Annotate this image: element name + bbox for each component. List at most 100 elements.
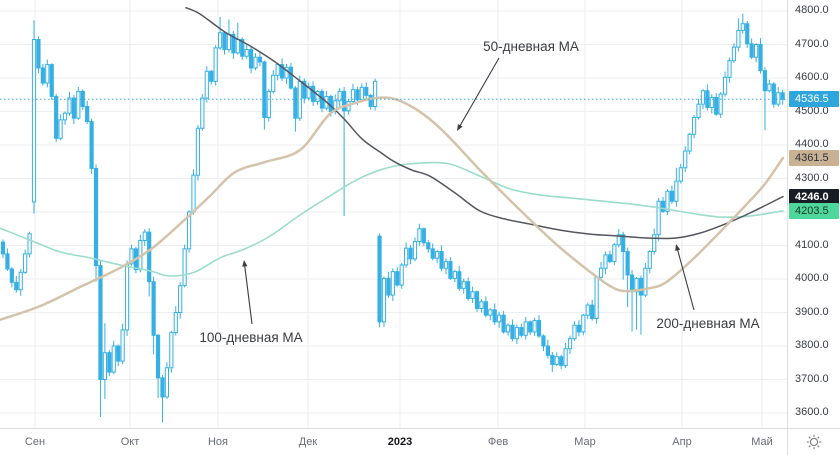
candle-body bbox=[36, 38, 41, 69]
candle-body bbox=[226, 33, 232, 51]
candle-body bbox=[629, 274, 635, 293]
candle-body bbox=[306, 85, 311, 99]
candle-body bbox=[776, 92, 781, 105]
candle-body bbox=[302, 80, 307, 99]
annotation-arrowhead bbox=[457, 124, 463, 131]
candle-body bbox=[567, 338, 573, 350]
candle-body bbox=[18, 271, 23, 291]
candle-body bbox=[421, 228, 426, 244]
candle-body bbox=[647, 251, 652, 269]
candle-body bbox=[377, 235, 382, 323]
candle-body bbox=[643, 267, 648, 296]
candle-body bbox=[80, 90, 85, 107]
candle-body bbox=[5, 253, 10, 270]
price-chart-canvas[interactable]: 50-дневная MA 100-дневная MA 200-дневная… bbox=[0, 0, 787, 428]
candle-body bbox=[173, 312, 178, 334]
candle-body bbox=[342, 90, 347, 112]
annotation-arrowhead bbox=[242, 260, 248, 267]
candle-body bbox=[408, 247, 413, 260]
candle-body bbox=[381, 277, 387, 323]
candle-body bbox=[390, 271, 395, 296]
candle-body bbox=[727, 60, 732, 78]
candle-body bbox=[426, 242, 431, 250]
price-tick-label: 4500.0 bbox=[795, 104, 829, 117]
candle-body bbox=[67, 97, 72, 114]
candle-body bbox=[714, 96, 719, 115]
ma-line-ma50 bbox=[0, 96, 785, 322]
candle-body bbox=[762, 70, 768, 92]
candle-body bbox=[466, 281, 471, 299]
candle-body bbox=[722, 76, 728, 95]
candle-body bbox=[248, 49, 254, 69]
candle-body bbox=[439, 251, 444, 269]
candle-body bbox=[155, 334, 161, 379]
candle-body bbox=[169, 332, 174, 369]
price-tick-label: 4000.0 bbox=[795, 272, 829, 284]
candle-body bbox=[479, 301, 484, 309]
candle-body bbox=[519, 327, 524, 336]
candle-body bbox=[532, 320, 537, 333]
ma100-price-tag: 4203.5 bbox=[789, 202, 839, 219]
candle-body bbox=[497, 314, 502, 323]
candle-body bbox=[771, 83, 776, 105]
candle-body bbox=[563, 348, 568, 366]
candle-body bbox=[151, 281, 156, 336]
price-tick-label: 4300.0 bbox=[795, 171, 829, 184]
candle-body bbox=[536, 320, 542, 337]
time-axis-month-label: Апр bbox=[672, 436, 692, 448]
candle-body bbox=[311, 85, 316, 102]
candle-body bbox=[528, 321, 533, 333]
candle-body bbox=[288, 66, 294, 89]
candle-body bbox=[195, 127, 201, 176]
candle-body bbox=[45, 64, 50, 84]
chart-area[interactable]: 50-дневная MA 100-дневная MA 200-дневная… bbox=[0, 0, 787, 428]
candle-body bbox=[683, 150, 688, 169]
candle-body bbox=[505, 324, 511, 333]
candle-body bbox=[368, 94, 373, 107]
price-tick-label: 4400.0 bbox=[795, 138, 829, 150]
candle-body bbox=[510, 324, 515, 340]
candle-body bbox=[271, 74, 276, 92]
candle-body bbox=[754, 44, 759, 58]
candle-body bbox=[758, 44, 763, 72]
candle-body bbox=[412, 240, 418, 260]
candle-body bbox=[652, 234, 657, 253]
price-axis[interactable]: 4536.5 4361.5 4246.0 4203.5 4800.0 4700.0… bbox=[787, 0, 840, 428]
candle-body bbox=[696, 103, 701, 119]
candle-body bbox=[182, 248, 187, 287]
candle-body bbox=[687, 133, 692, 152]
gear-icon[interactable] bbox=[806, 434, 822, 450]
ma200-price-tag: 4246.0 bbox=[789, 188, 839, 205]
candle-body bbox=[404, 247, 409, 266]
candle-body bbox=[0, 241, 6, 255]
candle-body bbox=[559, 356, 564, 366]
ma-line-ma100 bbox=[0, 161, 784, 277]
candle-body bbox=[483, 301, 488, 316]
candle-body bbox=[417, 228, 422, 242]
candle-body bbox=[275, 64, 280, 76]
candle-body bbox=[116, 345, 121, 362]
candle-body bbox=[359, 86, 364, 101]
time-axis[interactable]: Сен Окт Ноя Дек 2023 Фев Мар Апр Май bbox=[0, 428, 787, 455]
candle-body bbox=[745, 23, 750, 45]
candle-body bbox=[58, 119, 63, 139]
candle-body bbox=[514, 327, 519, 340]
candle-body bbox=[364, 86, 369, 96]
annotation-arrow bbox=[458, 57, 500, 129]
candle-body bbox=[120, 329, 125, 362]
candle-body bbox=[452, 271, 457, 279]
time-axis-month-label: Мар bbox=[574, 436, 596, 448]
candle-body bbox=[430, 248, 435, 259]
candle-body bbox=[200, 97, 205, 129]
candle-body bbox=[386, 277, 391, 296]
price-tick-label: 3900.0 bbox=[795, 305, 829, 318]
candles-layer bbox=[0, 13, 785, 423]
candle-body bbox=[585, 304, 590, 316]
ma200-annotation-label: 200-дневная MA bbox=[656, 316, 759, 331]
candle-body bbox=[337, 90, 342, 102]
candle-body bbox=[767, 83, 772, 92]
time-axis-month-label: Ноя bbox=[207, 436, 229, 448]
candle-body bbox=[749, 43, 754, 58]
axis-corner bbox=[787, 428, 840, 455]
candle-body bbox=[674, 180, 679, 202]
